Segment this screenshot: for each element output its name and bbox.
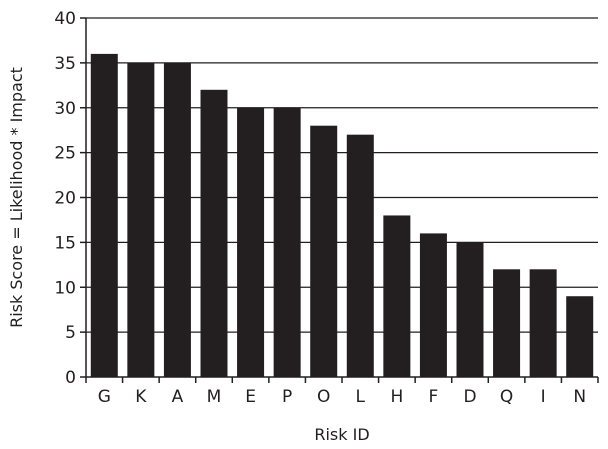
gridlines — [86, 17, 598, 333]
bar-p — [273, 107, 301, 377]
y-tick-label: 15 — [54, 233, 76, 253]
y-tick-label: 10 — [54, 278, 76, 298]
x-tick-label: D — [463, 387, 476, 407]
bar-e — [237, 107, 265, 377]
y-tick-label: 40 — [54, 9, 76, 29]
bar-m — [200, 89, 228, 378]
bar-i — [529, 269, 557, 377]
x-axis-title: Risk ID — [314, 425, 369, 444]
x-tick-label: F — [429, 387, 439, 407]
x-tick-label: E — [245, 387, 256, 407]
x-tick-label: M — [207, 387, 222, 407]
y-tick-label: 20 — [54, 189, 76, 209]
y-axis-title: Risk Score = Likelihood * Impact — [7, 67, 26, 328]
bar-k — [127, 62, 155, 377]
y-tick-label: 0 — [65, 368, 76, 388]
bar-o — [310, 125, 338, 377]
x-tick-label: Q — [500, 387, 513, 407]
axes — [80, 17, 599, 383]
y-tick-label: 5 — [65, 323, 76, 343]
x-tick-label: O — [317, 387, 330, 407]
bar-a — [163, 62, 191, 377]
x-tick-label: A — [172, 387, 184, 407]
x-tick-label: I — [541, 387, 546, 407]
x-tick-label: L — [356, 387, 366, 407]
bar-h — [383, 215, 411, 377]
x-tick-label: G — [98, 387, 111, 407]
y-tick-labels: 0 5 10 15 20 25 30 35 40 — [54, 9, 76, 388]
bar-q — [493, 269, 521, 377]
x-tick-label: N — [573, 387, 586, 407]
x-tick-label: H — [390, 387, 403, 407]
bar-n — [566, 296, 594, 377]
x-tick-label: P — [282, 387, 292, 407]
bar-l — [346, 134, 374, 377]
y-tick-label: 25 — [54, 144, 76, 164]
bar-g — [90, 53, 118, 378]
bars — [90, 53, 594, 378]
bar-f — [419, 233, 447, 377]
y-tick-label: 35 — [54, 54, 76, 74]
x-tick-label: K — [135, 387, 147, 407]
y-tick-label: 30 — [54, 99, 76, 119]
bar-d — [456, 242, 484, 377]
